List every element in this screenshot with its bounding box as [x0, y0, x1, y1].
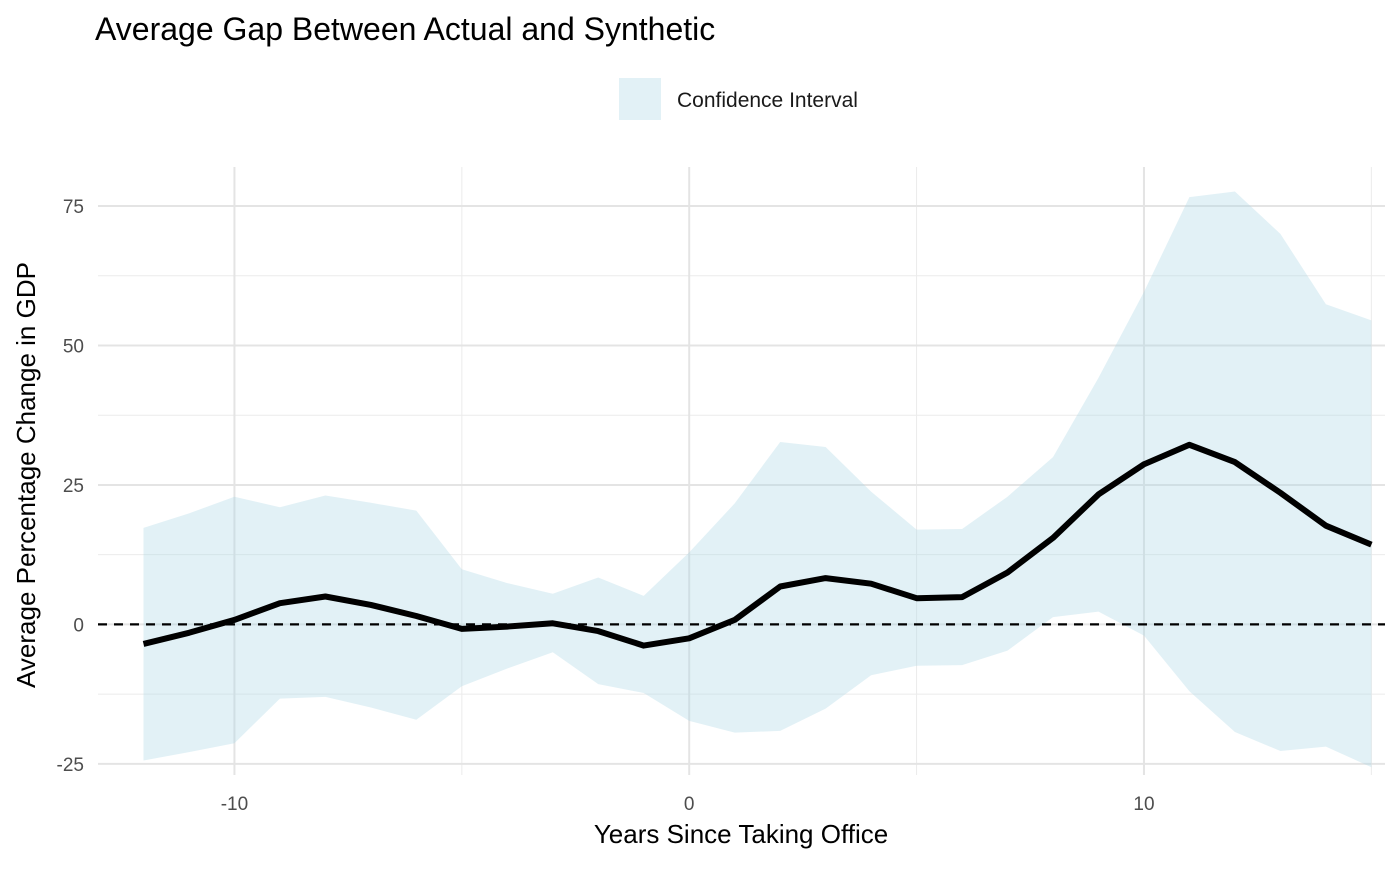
x-tick-label-0: -10	[221, 794, 248, 815]
y-tick-label-0: -25	[57, 755, 84, 776]
y-axis-title: Average Percentage Change in GDP	[11, 262, 41, 688]
legend-key-confidence-interval	[619, 78, 661, 120]
y-tick-label-3: 50	[63, 336, 84, 357]
x-axis-tick-labels: -10 0 10	[221, 794, 1155, 815]
average-gap-line	[142, 441, 1373, 649]
x-tick-label-2: 10	[1133, 794, 1154, 815]
legend: Confidence Interval	[619, 78, 858, 120]
confidence-interval-band	[143, 191, 1372, 768]
chart-title: Average Gap Between Actual and Synthetic	[95, 11, 715, 47]
y-tick-label-2: 25	[63, 476, 84, 497]
confidence-band-layer	[143, 191, 1372, 768]
x-axis-title: Years Since Taking Office	[594, 819, 888, 849]
legend-label-confidence-interval: Confidence Interval	[677, 89, 858, 112]
y-axis-tick-labels: -25 0 25 50 75	[57, 197, 84, 776]
y-tick-label-4: 75	[63, 197, 84, 218]
y-tick-label-1: 0	[73, 615, 84, 636]
x-tick-label-1: 0	[684, 794, 695, 815]
gap-line-layer	[142, 441, 1373, 649]
